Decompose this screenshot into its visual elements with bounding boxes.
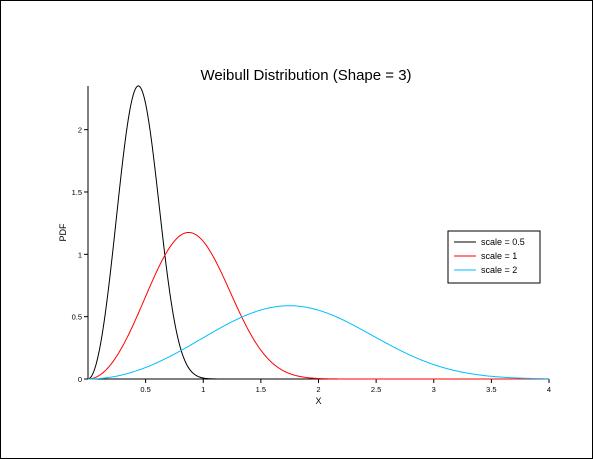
chart-title: Weibull Distribution (Shape = 3) (200, 67, 411, 84)
y-tick-label: 0 (78, 375, 82, 384)
x-tick-label: 1.5 (256, 385, 266, 394)
x-axis-label: X (315, 396, 321, 406)
y-ticks: 0 0.5 1 1.5 2 (72, 126, 88, 384)
x-tick-label: 2 (316, 385, 320, 394)
y-tick-label: 1.5 (72, 188, 82, 197)
legend-label: scale = 2 (481, 265, 517, 275)
x-tick-label: 0.5 (140, 385, 150, 394)
series-line-scale-1 (87, 231, 549, 380)
legend: scale = 0.5 scale = 1 scale = 2 (447, 230, 541, 284)
legend-box (447, 230, 541, 284)
series-lines (87, 85, 550, 380)
x-tick-label: 4 (547, 385, 551, 394)
x-tick-label: 3.5 (486, 385, 496, 394)
y-axis-label: PDF (58, 223, 68, 242)
x-ticks: 0.5 1 1.5 2 2.5 3 3.5 4 (140, 379, 551, 394)
y-tick-label: 2 (78, 126, 82, 135)
x-tick-label: 2.5 (371, 385, 381, 394)
legend-label: scale = 1 (481, 251, 517, 261)
series-line-scale-2 (88, 305, 550, 380)
legend-label: scale = 0.5 (481, 237, 525, 247)
x-tick-label: 3 (432, 385, 436, 394)
x-tick-label: 1 (201, 385, 205, 394)
y-tick-label: 0.5 (72, 313, 82, 322)
y-tick-label: 1 (78, 250, 82, 259)
